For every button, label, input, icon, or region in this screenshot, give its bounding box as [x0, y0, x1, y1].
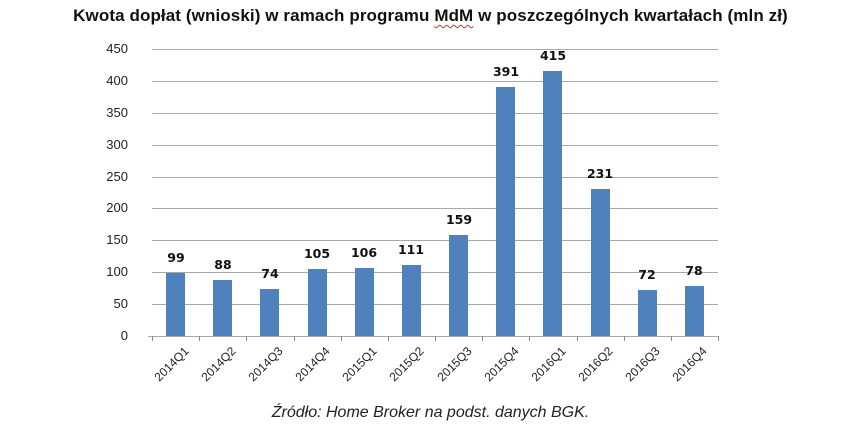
gridline	[152, 208, 718, 209]
y-tick-label: 50	[113, 296, 128, 311]
y-tick-label: 400	[106, 73, 128, 88]
data-label: 111	[397, 242, 425, 257]
x-tick	[624, 336, 625, 341]
gridline	[152, 145, 718, 146]
gridline	[152, 177, 718, 178]
x-tick	[341, 336, 342, 341]
y-tick-label: 150	[106, 232, 128, 247]
x-tick	[246, 336, 247, 341]
x-tick-label: 2015Q2	[386, 344, 427, 385]
gridline	[152, 272, 718, 273]
y-tick-label: 350	[106, 105, 128, 120]
gridline	[152, 49, 718, 50]
x-tick	[199, 336, 200, 341]
x-tick	[482, 336, 483, 341]
chart-title-part: w poszczególnych kwartałach (mln zł)	[473, 6, 788, 25]
gridline	[152, 304, 718, 305]
data-label: 88	[214, 257, 232, 272]
bar-2015Q4	[496, 87, 515, 336]
bar-2014Q1	[166, 273, 185, 336]
x-axis-line	[148, 336, 718, 337]
gridline	[152, 240, 718, 241]
data-label: 159	[445, 212, 473, 227]
y-tick-label: 0	[120, 328, 128, 343]
x-tick	[671, 336, 672, 341]
bar-2015Q2	[402, 265, 421, 336]
x-tick	[388, 336, 389, 341]
x-tick-label: 2016Q1	[528, 344, 569, 385]
chart-title-mdm: MdM	[434, 6, 474, 25]
data-label: 78	[685, 263, 703, 278]
x-tick-label: 2014Q1	[151, 344, 192, 385]
data-label: 99	[167, 250, 185, 265]
x-tick	[718, 336, 719, 341]
y-tick-label: 300	[106, 137, 128, 152]
bar-2016Q3	[638, 290, 657, 336]
x-tick-label: 2014Q3	[245, 344, 286, 385]
data-label: 415	[539, 48, 567, 63]
x-tick	[577, 336, 578, 341]
x-tick-label: 2016Q3	[622, 344, 663, 385]
data-label: 231	[586, 166, 614, 181]
x-tick-label: 2014Q4	[292, 344, 333, 385]
y-tick-label: 200	[106, 200, 128, 215]
bar-2015Q3	[449, 235, 468, 336]
data-label: 106	[350, 245, 378, 260]
x-tick	[529, 336, 530, 341]
bar-2016Q4	[685, 286, 704, 336]
x-tick-label: 2014Q2	[198, 344, 239, 385]
x-tick	[294, 336, 295, 341]
data-label: 105	[303, 246, 331, 261]
bar-2014Q3	[260, 289, 279, 336]
bar-2014Q2	[213, 280, 232, 336]
y-tick-label: 450	[106, 41, 128, 56]
x-tick-label: 2016Q4	[669, 344, 710, 385]
x-tick	[435, 336, 436, 341]
bar-2015Q1	[355, 268, 374, 336]
x-tick-label: 2015Q3	[434, 344, 475, 385]
x-tick-label: 2015Q4	[481, 344, 522, 385]
data-label: 391	[492, 64, 520, 79]
bar-2016Q2	[591, 189, 610, 336]
x-tick-label: 2016Q2	[575, 344, 616, 385]
data-label: 74	[261, 266, 279, 281]
bar-2014Q4	[308, 269, 327, 336]
gridline	[152, 113, 718, 114]
source-note: Źródło: Home Broker na podst. danych BGK…	[271, 404, 590, 421]
chart-title-part: Kwota dopłat (wnioski) w ramach programu	[73, 6, 435, 25]
gridline	[152, 81, 718, 82]
bar-2016Q1	[543, 71, 562, 336]
data-label: 72	[638, 267, 656, 282]
y-tick-label: 250	[106, 169, 128, 184]
y-tick-label: 100	[106, 264, 128, 279]
chart-title: Kwota dopłat (wnioski) w ramach programu…	[0, 6, 861, 26]
x-tick-label: 2015Q1	[339, 344, 380, 385]
x-tick	[152, 336, 153, 341]
